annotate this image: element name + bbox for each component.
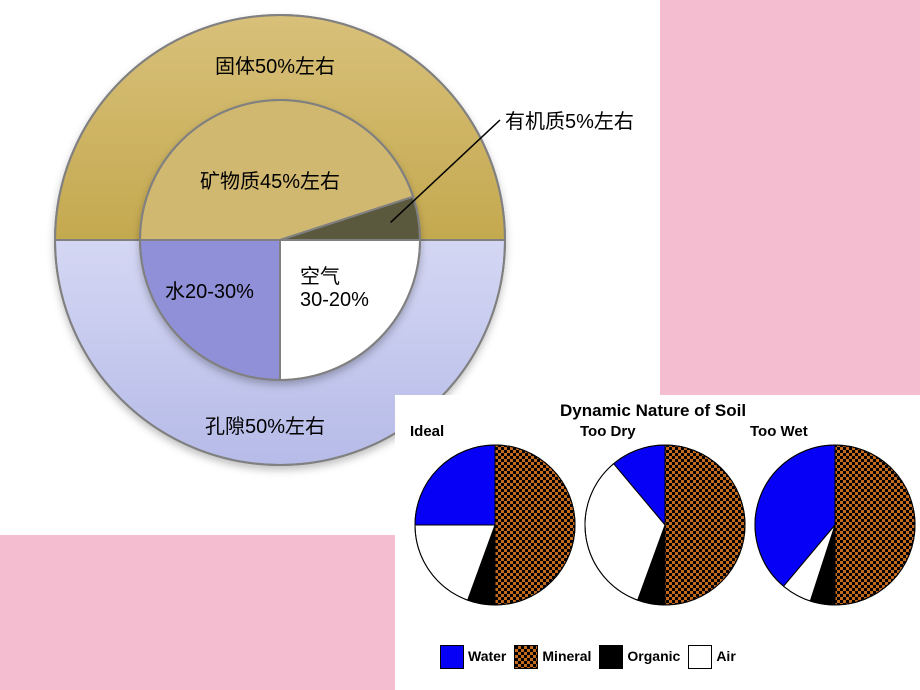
legend-swatch-mineral [514,645,538,669]
legend-swatch-air [688,645,712,669]
legend-label-mineral: Mineral [542,648,591,664]
legend-label-air: Air [716,648,735,664]
sub-pie-label-too-dry: Too Dry [580,423,636,440]
legend-item-organic: Organic [599,645,680,669]
legend-swatch-organic [599,645,623,669]
legend-label-water: Water [468,648,506,664]
sub-pie-label-ideal: Ideal [410,423,444,440]
legend-item-water: Water [440,645,506,669]
legend-item-air: Air [688,645,735,669]
stage: 固体50%左右孔隙50%左右矿物质45%左右水20-30%空气30-20%有机质… [0,0,920,690]
sub-pies-svg [0,0,920,690]
legend-label-organic: Organic [627,648,680,664]
legend-item-mineral: Mineral [514,645,591,669]
legend-swatch-water [440,645,464,669]
legend: Water Mineral Organic Air [440,645,744,669]
sub-pie-label-too-wet: Too Wet [750,423,808,440]
sub-chart-title: Dynamic Nature of Soil [560,401,746,421]
